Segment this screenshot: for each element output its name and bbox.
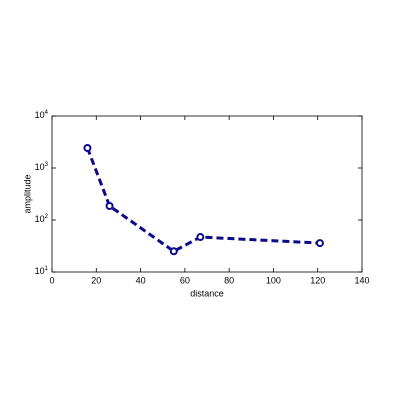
y-tick-label: 102 bbox=[35, 214, 49, 225]
data-line bbox=[86, 147, 321, 254]
y-axis-label: amplitude bbox=[22, 174, 32, 213]
x-tick-label: 120 bbox=[310, 275, 325, 285]
data-point bbox=[315, 239, 324, 248]
x-tick-label: 0 bbox=[49, 275, 54, 285]
plot-frame bbox=[51, 115, 363, 273]
data-point bbox=[105, 201, 114, 210]
x-tick-label: 140 bbox=[354, 275, 369, 285]
x-tick-label: 60 bbox=[180, 275, 190, 285]
data-point bbox=[83, 143, 92, 152]
x-tick-label: 80 bbox=[224, 275, 234, 285]
y-tick-label: 101 bbox=[35, 266, 49, 277]
x-tick-label: 20 bbox=[91, 275, 101, 285]
y-tick-label: 104 bbox=[35, 110, 49, 121]
data-point bbox=[196, 233, 205, 242]
x-tick-label: 40 bbox=[136, 275, 146, 285]
x-tick-label: 100 bbox=[266, 275, 281, 285]
data-point bbox=[169, 247, 178, 256]
x-axis-label: distance bbox=[190, 288, 224, 298]
y-tick-label: 103 bbox=[35, 162, 49, 173]
